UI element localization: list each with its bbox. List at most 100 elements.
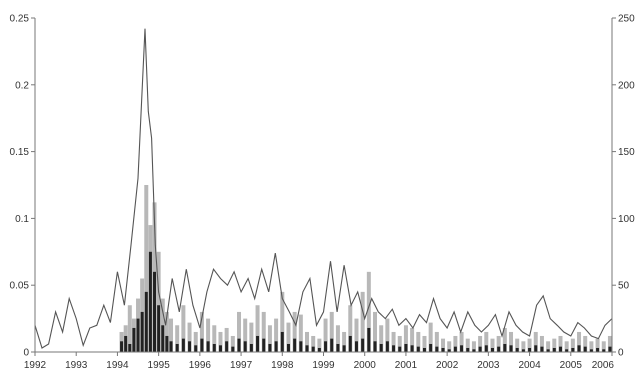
bar-light <box>441 338 446 352</box>
line-series-path <box>34 28 613 349</box>
bar-dark <box>169 341 173 352</box>
bar-light <box>305 331 310 352</box>
bar-dark <box>128 343 132 352</box>
bar-dark <box>429 343 433 352</box>
bar-dark <box>354 341 358 352</box>
bar-dark <box>336 343 340 352</box>
x-tick-label: 2006 <box>592 360 615 371</box>
bar-dark <box>194 345 198 352</box>
bar-light <box>484 331 489 352</box>
bar-dark <box>558 346 562 352</box>
bar-dark <box>286 343 290 352</box>
bar-dark <box>589 349 593 352</box>
y-left-tick-label: 0 <box>23 348 29 359</box>
y-right-tick-label: 100 <box>618 214 635 225</box>
bar-dark <box>124 335 128 352</box>
bar-light <box>169 318 174 352</box>
bar-light <box>502 327 507 352</box>
bar-light <box>583 335 588 352</box>
bar-light <box>199 311 204 352</box>
bar-light <box>601 341 606 352</box>
bar-dark <box>521 349 525 352</box>
bar-light <box>595 338 600 352</box>
bar-light <box>342 331 347 352</box>
x-tick-label: 2000 <box>354 360 377 371</box>
bar-series-dark <box>120 251 612 352</box>
bar-light <box>558 335 563 352</box>
bar-dark <box>132 327 136 352</box>
bar-light <box>410 327 415 352</box>
bar-light <box>416 331 421 352</box>
y-left-tick-label: 0.25 <box>10 14 30 25</box>
bar-light <box>521 341 526 352</box>
bar-light <box>206 318 211 352</box>
bar-dark <box>225 341 229 352</box>
bar-light <box>329 311 334 352</box>
bar-dark <box>478 346 482 352</box>
bar-dark <box>161 325 165 352</box>
bar-dark <box>324 341 328 352</box>
bar-dark <box>453 346 457 352</box>
bar-dark <box>460 345 464 352</box>
bar-dark <box>447 349 451 352</box>
bar-light <box>471 341 476 352</box>
bar-light <box>212 325 217 352</box>
bar-light <box>403 325 408 352</box>
bar-dark <box>571 347 575 352</box>
bar-dark <box>398 346 402 352</box>
bar-light <box>509 331 514 352</box>
bar-light <box>379 325 384 352</box>
bar-dark <box>602 349 606 352</box>
bar-dark <box>140 311 144 352</box>
bar-dark <box>515 347 519 352</box>
x-tick-label: 1997 <box>230 360 253 371</box>
bar-dark <box>188 341 192 352</box>
bar-dark <box>305 345 309 352</box>
bar-light <box>280 291 285 352</box>
bar-dark <box>200 338 204 352</box>
bar-light <box>478 335 483 352</box>
bar-light <box>317 338 322 352</box>
bar-light <box>546 341 551 352</box>
bar-dark <box>165 335 169 352</box>
bar-light <box>261 311 266 352</box>
bar-dark <box>422 347 426 352</box>
bar-light <box>335 325 340 352</box>
x-tick-label: 2004 <box>518 360 541 371</box>
bar-dark <box>144 291 148 352</box>
bar-dark <box>262 338 266 352</box>
bar-dark <box>243 341 247 352</box>
bar-light <box>175 325 180 352</box>
bar-light <box>360 291 365 352</box>
bar-dark <box>175 343 179 352</box>
bar-dark <box>441 347 445 352</box>
bar-light <box>539 335 544 352</box>
bar-dark <box>373 341 377 352</box>
bar-light <box>496 335 501 352</box>
bar-light <box>552 338 557 352</box>
bar-dark <box>546 349 550 352</box>
bar-light <box>397 335 402 352</box>
bar-dark <box>472 349 476 352</box>
bar-light <box>286 322 291 352</box>
bar-dark <box>274 341 278 352</box>
bar-dark <box>206 341 210 352</box>
bar-dark <box>311 346 315 352</box>
bar-dark <box>552 347 556 352</box>
x-tick-label: 1996 <box>189 360 212 371</box>
x-tick-label: 1992 <box>24 360 47 371</box>
y-right-tick-label: 0 <box>618 348 624 359</box>
bar-dark <box>237 338 241 352</box>
bar-dark <box>348 335 352 352</box>
x-tick-label: 2005 <box>560 360 583 371</box>
bar-dark <box>534 345 538 352</box>
bar-dark <box>416 346 420 352</box>
bar-dark <box>367 327 371 352</box>
bar-dark <box>136 318 140 352</box>
bar-light <box>298 314 303 352</box>
x-tick-label: 2003 <box>477 360 500 371</box>
y-left-tick-label: 0.2 <box>15 80 29 91</box>
bar-light <box>224 327 229 352</box>
y-right-tick-label: 250 <box>618 14 635 25</box>
bar-dark <box>153 271 157 352</box>
